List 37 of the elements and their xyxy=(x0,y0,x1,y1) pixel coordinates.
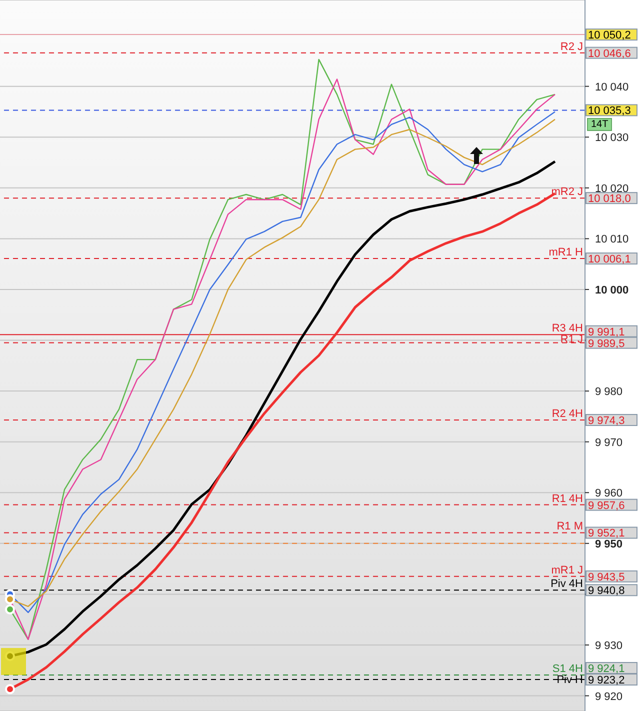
ref-line-label: R1 4H xyxy=(552,492,584,505)
text: 9 952,1 xyxy=(588,528,625,540)
ref-line-label: mR2 J xyxy=(551,186,583,198)
ref-line-label: R1 M xyxy=(556,520,583,533)
text: 9 940,8 xyxy=(588,585,625,598)
ref-line-label: mR1 J xyxy=(551,564,583,576)
ref-line-label: R3 4H xyxy=(552,322,584,335)
ref-line-label: mR1 H xyxy=(548,246,584,258)
ref-line-label: R2 J xyxy=(560,40,583,53)
text: 10 018,0 xyxy=(588,193,631,206)
text: 9 924,1 xyxy=(588,663,625,676)
ref-line-label: Piv 4H xyxy=(550,578,584,590)
ref-line-label: S1 4H xyxy=(552,662,584,675)
text: 9 989,5 xyxy=(588,338,625,350)
y-tick-label: 10 020 xyxy=(595,182,629,195)
y-tick-label: 9 920 xyxy=(595,690,623,703)
y-tick-label: 9 930 xyxy=(595,640,623,652)
text: 10 006,1 xyxy=(588,254,631,266)
text: 10 046,6 xyxy=(588,48,631,60)
text: 9 991,1 xyxy=(588,326,625,338)
y-tick-label: 10 040 xyxy=(595,81,629,94)
text: 14T xyxy=(587,118,612,131)
ref-line-label: R1 J xyxy=(560,334,583,346)
y-tick-label: 9 970 xyxy=(595,436,623,449)
text: 9 943,5 xyxy=(588,571,625,584)
text: 10 035,3 xyxy=(588,105,631,118)
y-tick-label: 9 950 xyxy=(595,538,623,550)
text: 9 957,6 xyxy=(588,500,625,512)
ref-line-label: R2 4H xyxy=(552,408,584,420)
y-tick-label: 10 010 xyxy=(595,234,629,246)
y-tick-label: 9 980 xyxy=(595,386,623,398)
y-tick-label: 10 030 xyxy=(595,132,629,144)
text: 9 974,3 xyxy=(588,415,625,427)
y-tick-label: 9 960 xyxy=(595,488,623,500)
y-tick-label: 10 000 xyxy=(595,284,629,296)
text: 9 923,2 xyxy=(588,674,625,687)
text: 10 050,2 xyxy=(588,30,631,42)
